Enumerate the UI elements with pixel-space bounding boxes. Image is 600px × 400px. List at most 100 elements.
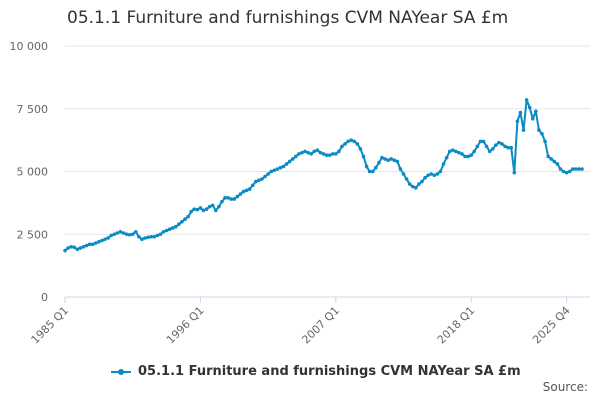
data-point[interactable] — [389, 157, 394, 161]
data-point[interactable] — [269, 169, 273, 174]
data-point[interactable] — [81, 245, 86, 249]
data-point[interactable] — [500, 142, 504, 146]
data-point[interactable] — [420, 179, 424, 184]
data-point[interactable] — [340, 144, 344, 149]
data-point[interactable] — [87, 242, 92, 247]
data-point[interactable] — [438, 169, 443, 174]
data-point[interactable] — [432, 173, 437, 178]
data-point[interactable] — [93, 241, 98, 245]
data-point[interactable] — [404, 177, 409, 181]
data-point[interactable] — [192, 207, 197, 211]
data-point[interactable] — [90, 242, 95, 247]
data-point[interactable] — [441, 162, 446, 166]
data-point[interactable] — [133, 229, 138, 234]
data-point[interactable] — [506, 145, 510, 150]
data-point[interactable] — [177, 222, 181, 227]
data-point[interactable] — [543, 139, 547, 144]
data-point[interactable] — [564, 170, 569, 175]
data-point[interactable] — [146, 235, 150, 240]
data-point[interactable] — [244, 188, 249, 193]
data-point[interactable] — [567, 169, 572, 174]
data-point[interactable] — [509, 145, 514, 150]
data-point[interactable] — [355, 142, 360, 146]
data-point[interactable] — [540, 132, 544, 136]
data-point[interactable] — [527, 105, 532, 110]
data-point[interactable] — [484, 144, 489, 149]
data-point[interactable] — [346, 139, 350, 144]
data-point[interactable] — [149, 234, 153, 239]
data-point[interactable] — [444, 155, 449, 160]
data-point[interactable] — [392, 158, 397, 162]
data-point[interactable] — [515, 119, 520, 124]
data-point[interactable] — [143, 236, 147, 240]
series-line-group[interactable] — [63, 98, 584, 253]
data-point[interactable] — [410, 184, 415, 189]
data-point[interactable] — [201, 208, 206, 213]
data-point[interactable] — [318, 150, 323, 155]
data-point[interactable] — [570, 167, 575, 171]
data-point[interactable] — [180, 219, 184, 224]
data-point[interactable] — [232, 197, 237, 201]
data-point[interactable] — [297, 152, 301, 156]
data-point[interactable] — [112, 232, 117, 237]
data-point[interactable] — [140, 237, 144, 242]
data-point[interactable] — [186, 214, 190, 219]
data-point[interactable] — [324, 153, 329, 157]
data-point[interactable] — [417, 182, 421, 186]
data-point[interactable] — [290, 157, 295, 161]
data-point[interactable] — [457, 150, 461, 155]
data-point[interactable] — [266, 172, 270, 176]
data-point[interactable] — [183, 217, 187, 221]
data-point[interactable] — [330, 152, 335, 156]
data-point[interactable] — [546, 154, 550, 159]
data-point[interactable] — [121, 231, 126, 235]
data-point[interactable] — [395, 159, 400, 164]
data-point[interactable] — [97, 239, 101, 244]
data-point[interactable] — [260, 177, 264, 181]
data-point[interactable] — [164, 228, 169, 233]
data-point[interactable] — [367, 169, 372, 174]
data-point[interactable] — [349, 138, 354, 142]
data-point[interactable] — [124, 232, 129, 237]
data-point[interactable] — [370, 169, 375, 174]
data-point[interactable] — [503, 144, 507, 149]
data-point[interactable] — [238, 192, 243, 196]
data-point[interactable] — [447, 149, 452, 154]
data-point[interactable] — [361, 154, 366, 159]
data-point[interactable] — [309, 152, 313, 156]
data-point[interactable] — [358, 147, 363, 151]
data-point[interactable] — [426, 173, 430, 178]
data-point[interactable] — [106, 236, 110, 240]
data-point[interactable] — [423, 175, 427, 180]
data-point[interactable] — [561, 169, 566, 174]
data-point[interactable] — [72, 245, 77, 250]
data-point[interactable] — [220, 199, 224, 204]
data-point[interactable] — [294, 154, 298, 159]
data-point[interactable] — [555, 162, 560, 166]
data-point[interactable] — [497, 140, 501, 145]
data-point[interactable] — [512, 170, 517, 175]
data-point[interactable] — [263, 174, 267, 179]
data-point[interactable] — [167, 227, 172, 232]
data-point[interactable] — [337, 149, 341, 154]
data-point[interactable] — [478, 139, 483, 144]
data-point[interactable] — [204, 207, 209, 211]
data-point[interactable] — [69, 245, 73, 249]
data-point[interactable] — [250, 183, 255, 188]
data-point[interactable] — [278, 165, 283, 170]
data-point[interactable] — [472, 149, 477, 154]
data-point[interactable] — [518, 110, 523, 115]
data-point[interactable] — [226, 196, 230, 200]
data-point[interactable] — [210, 203, 215, 208]
data-point[interactable] — [118, 229, 123, 234]
data-point[interactable] — [537, 128, 541, 132]
data-point[interactable] — [454, 149, 458, 154]
data-point[interactable] — [303, 149, 307, 154]
data-point[interactable] — [552, 159, 557, 164]
data-point[interactable] — [494, 143, 498, 147]
data-point[interactable] — [407, 182, 412, 186]
data-point[interactable] — [401, 172, 406, 176]
data-point[interactable] — [343, 142, 347, 146]
data-point[interactable] — [383, 157, 387, 161]
data-point[interactable] — [229, 197, 233, 201]
